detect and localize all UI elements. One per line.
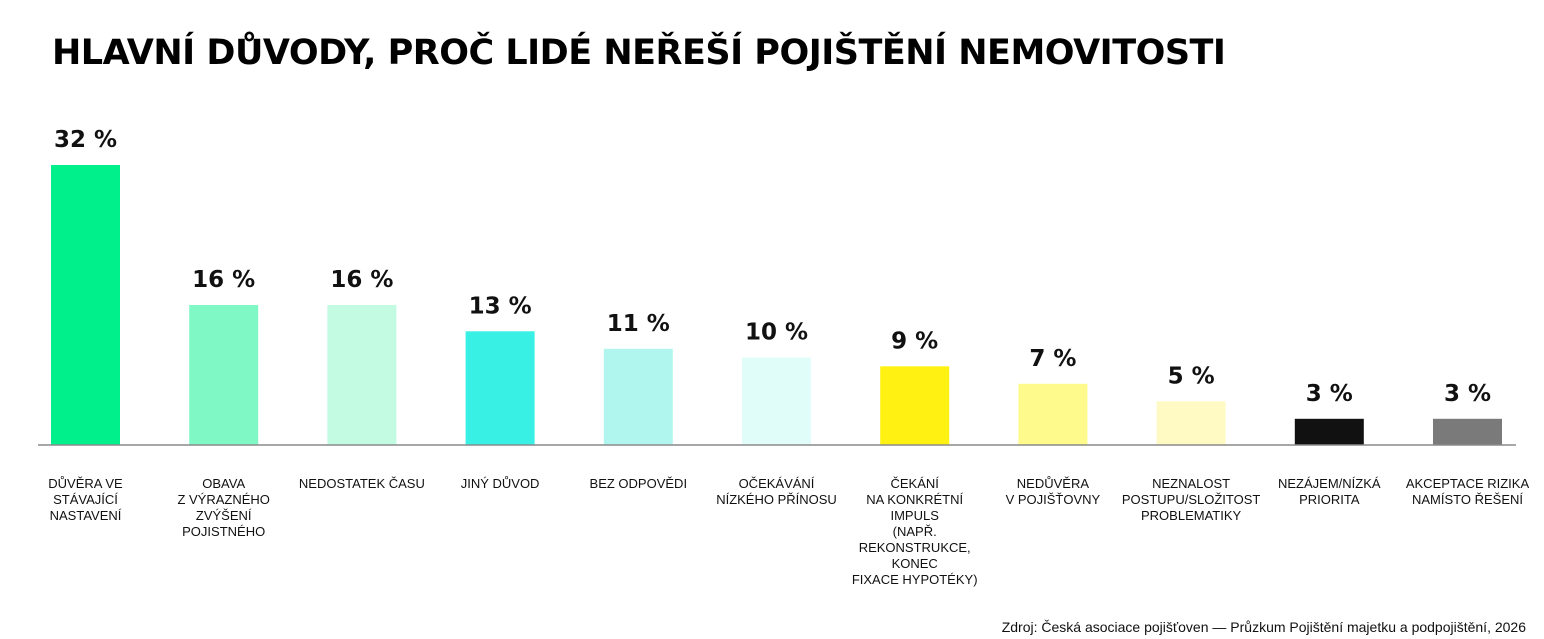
value-label-6: 10 %: [745, 320, 808, 346]
bar-1: [51, 165, 120, 445]
bar-6: [742, 357, 811, 445]
bar-3: [327, 305, 397, 445]
bar-4: [465, 331, 535, 446]
bar-5: [603, 348, 673, 446]
category-label-1: DŮVĚRA VE STÁVAJÍCÍ NASTAVENÍ: [48, 476, 123, 523]
category-label-8: NEDŮVĚRA V POJIŠŤOVNY: [1005, 476, 1101, 507]
category-label-3: NEDOSTATEK ČASU: [298, 476, 425, 491]
value-label-5: 11 %: [607, 311, 670, 337]
value-label-3: 16 %: [330, 267, 393, 293]
value-label-4: 13 %: [469, 293, 532, 319]
category-label-10: NEZÁJEM/NÍZKÁ PRIORITA: [1278, 476, 1381, 507]
category-label-11: AKCEPTACE RIZIKA NAMÍSTO ŘEŠENÍ: [1405, 476, 1530, 507]
value-label-11: 3 %: [1444, 381, 1491, 407]
bar-7: [880, 366, 950, 446]
bar-2: [189, 305, 259, 445]
category-label-4: JINÝ DŮVOD: [460, 476, 540, 491]
bar-9: [1156, 401, 1226, 446]
source-note: Zdroj: Česká asociace pojišťoven — Průzk…: [1001, 619, 1526, 635]
bar-10: [1294, 418, 1364, 446]
bar-11: [1433, 418, 1502, 446]
category-label-6: OČEKÁVÁNÍ NÍZKÉHO PŘÍNOSU: [716, 476, 837, 507]
bar-8: [1018, 383, 1088, 446]
value-label-7: 9 %: [891, 328, 938, 354]
value-label-10: 3 %: [1306, 381, 1353, 407]
category-label-2: OBAVA Z VÝRAZNÉHO ZVÝŠENÍ POJISTNÉHO: [177, 476, 270, 539]
chart-title: HLAVNÍ DŮVODY, PROČ LIDÉ NEŘEŠÍ POJIŠTĚN…: [52, 33, 1226, 73]
category-label-5: BEZ ODPOVĚDI: [589, 476, 688, 491]
value-labels-layer: 32 % 16 % 16 % 13 % 11 % 10 % 9 % 7 % 5 % 3 % 3 %: [54, 127, 1491, 407]
value-label-1: 32 %: [54, 127, 117, 153]
value-label-9: 5 %: [1168, 363, 1215, 389]
value-label-2: 16 %: [192, 267, 255, 293]
bars-layer: [51, 165, 1502, 446]
category-label-7: ČEKÁNÍ NA KONKRÉTNÍ IMPULS (NAPŘ. REKONSTRUK…: [851, 476, 978, 587]
category-label-9: NEZNALOST POSTUPU/SLOŽITOST PROBLEMATIKY: [1121, 476, 1261, 523]
value-label-8: 7 %: [1029, 346, 1076, 372]
